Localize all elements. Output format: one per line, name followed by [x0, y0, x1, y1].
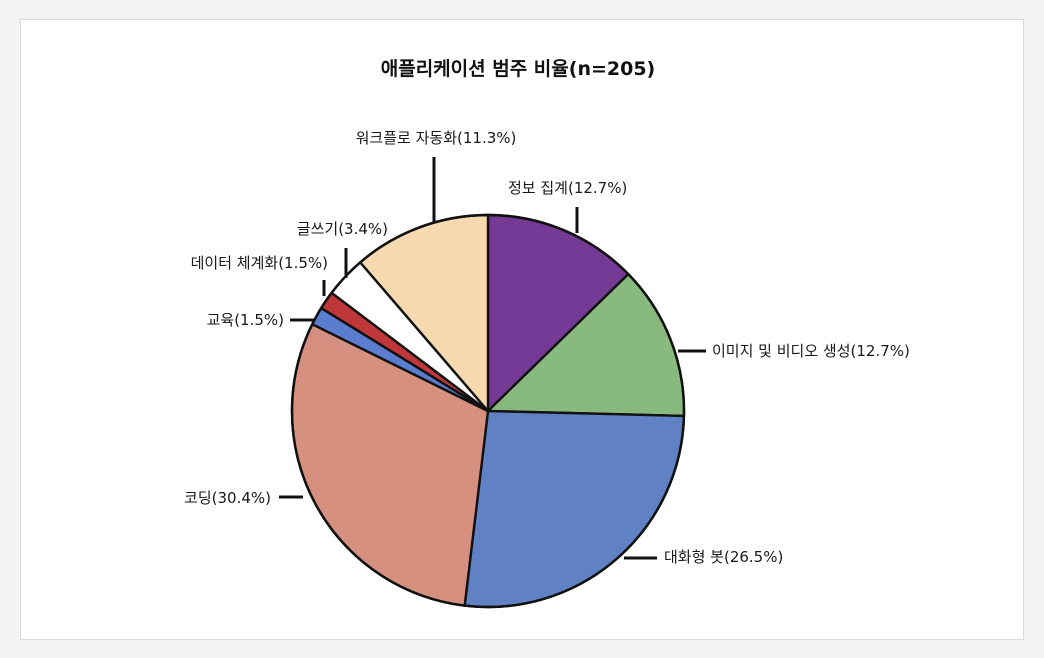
- pie-slice: [463, 409, 686, 609]
- slice-label-name: 대화형 봇: [664, 548, 724, 566]
- slice-label-percent: (26.5%): [724, 548, 783, 566]
- slice-label-name: 코딩: [184, 489, 212, 507]
- slice-label: 워크플로 자동화(11.3%): [356, 129, 517, 147]
- pie-outline: [290, 213, 686, 609]
- pie-slices: [290, 213, 686, 609]
- slice-label-name: 워크플로 자동화: [356, 129, 458, 147]
- slice-label-percent: (11.3%): [457, 129, 516, 147]
- slice-label-name: 글쓰기: [297, 220, 338, 238]
- chart-title: 애플리케이션 범주 비율(n=205): [381, 58, 656, 80]
- slice-label-name: 정보 집계: [508, 179, 568, 197]
- slice-label-percent: (3.4%): [338, 220, 388, 238]
- slice-label: 대화형 봇(26.5%): [664, 548, 783, 566]
- slice-label: 코딩(30.4%): [184, 489, 271, 507]
- slice-label-name: 교육: [207, 311, 235, 329]
- slice-label: 교육(1.5%): [207, 311, 284, 329]
- slice-label-percent: (30.4%): [212, 489, 271, 507]
- slice-label-percent: (1.5%): [278, 254, 328, 272]
- slice-label: 데이터 체계화(1.5%): [191, 254, 328, 272]
- slice-label: 이미지 및 비디오 생성(12.7%): [712, 342, 910, 360]
- slice-label-percent: (1.5%): [234, 311, 284, 329]
- slice-label: 글쓰기(3.4%): [297, 220, 388, 238]
- leader-lines: [279, 157, 706, 560]
- slice-label: 정보 집계(12.7%): [508, 179, 627, 197]
- slice-label-percent: (12.7%): [568, 179, 627, 197]
- slice-label-percent: (12.7%): [851, 342, 910, 360]
- slice-labels: 정보 집계(12.7%)이미지 및 비디오 생성(12.7%)대화형 봇(26.…: [184, 129, 910, 566]
- slice-label-name: 이미지 및 비디오 생성: [712, 342, 851, 360]
- slice-label-name: 데이터 체계화: [191, 254, 279, 272]
